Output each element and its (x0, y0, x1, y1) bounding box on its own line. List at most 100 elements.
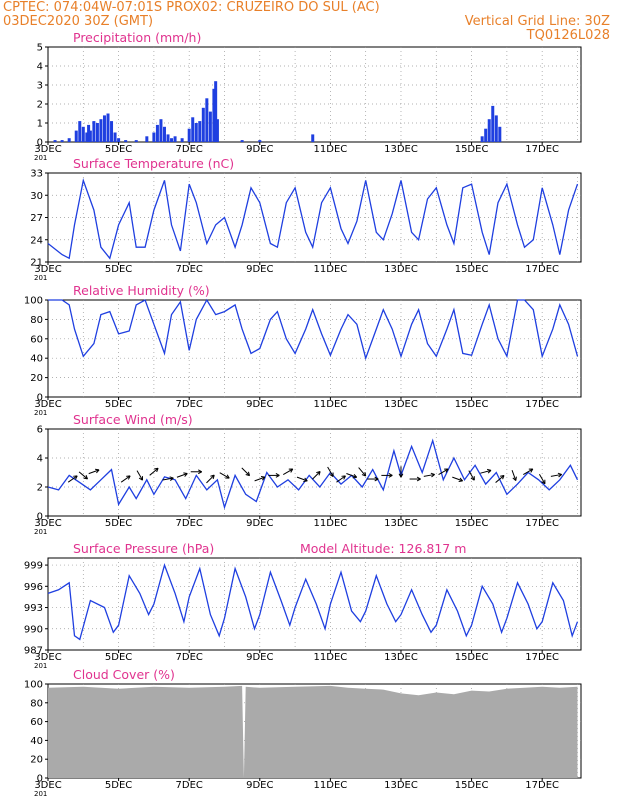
wind-arrow-shaft (283, 468, 294, 475)
precipitation-xtick-label: 17DEC (525, 144, 559, 155)
wind-arrow-shaft (468, 470, 475, 481)
precipitation-frame (47, 46, 582, 143)
cloud-xtick-label: 15DEC (455, 780, 489, 791)
pressure-xtick-label: 9DEC (246, 652, 273, 663)
temperature-xtick-label: 9DEC (246, 264, 273, 275)
precip-bar (180, 138, 184, 142)
precip-bar (212, 88, 216, 142)
wind-xtick-label: 9DEC (246, 518, 273, 529)
wind-arrow (358, 467, 367, 477)
humidity-ytick-label: 80 (30, 315, 43, 326)
precip-bar (170, 138, 174, 142)
wind-arrow-head (316, 471, 321, 476)
precip-bar (194, 123, 198, 142)
header-date: 03DEC2020 30Z (GMT) (3, 14, 154, 29)
precip-bar (74, 130, 78, 142)
wind-arrow (206, 474, 215, 484)
wind-arrow (190, 469, 202, 475)
wind-arrow-head (416, 476, 421, 482)
temperature-ytick-label: 21 (30, 258, 43, 269)
wind-arrow (381, 473, 393, 478)
wind-arrow (88, 468, 100, 475)
precip-bar (498, 126, 502, 142)
precipitation-ytick-label: 0 (37, 138, 43, 149)
wind-arrow (346, 473, 358, 479)
wind-xtick-label: 7DEC (176, 518, 203, 529)
wind-arrow (367, 476, 379, 482)
wind-arrow-shaft (120, 475, 131, 483)
wind-arrow (312, 471, 321, 480)
precip-bar (87, 124, 91, 142)
wind-arrow-head (183, 472, 188, 477)
precip-bar (99, 119, 103, 142)
wind-arrow-head (500, 474, 505, 480)
wind-panel (45, 428, 582, 519)
humidity-title: Relative Humidity (%) (73, 283, 210, 298)
wind-arrow-head (303, 477, 308, 483)
pressure-frame (47, 557, 582, 651)
cloud-xtick-label: 11DEC (314, 780, 348, 791)
temperature-xtick-label: 5DEC (105, 264, 132, 275)
wind-arrow (67, 475, 78, 483)
wind-arrow-shaft (523, 468, 534, 475)
pressure-ytick-label: 993 (24, 603, 43, 614)
precip-bar (155, 124, 159, 142)
wind-arrow (283, 468, 294, 475)
cloud-year-fragment: 201 (34, 790, 47, 798)
wind-ytick-label: 0 (37, 512, 43, 523)
cloud-ytick-label: 20 (30, 755, 43, 766)
cloud-xtick-label: 9DEC (246, 780, 273, 791)
humidity-ytick-label: 60 (30, 334, 43, 345)
wind-arrow-shaft (480, 469, 492, 474)
wind-arrow (538, 474, 546, 485)
precip-bar (67, 138, 71, 142)
wind-arrow (296, 476, 308, 483)
pressure-subtitle: Model Altitude: 126.817 m (300, 541, 466, 556)
humidity-line (48, 298, 579, 361)
header: CPTEC: 074:04W-07:01S PROX02: CRUZEIRO D… (0, 0, 618, 45)
wind-arrow (268, 473, 280, 478)
wind-arrow (452, 476, 464, 483)
wind-arrow-head (398, 473, 404, 478)
precipitation-xtick-label: 3DEC (34, 144, 61, 155)
wind-title: Surface Wind (m/s) (73, 412, 193, 427)
humidity-year-fragment: 201 (34, 409, 47, 417)
precipitation-ytick-label: 1 (37, 119, 43, 130)
wind-arrow (480, 468, 492, 474)
wind-arrow-head (374, 476, 379, 482)
precip-bar (240, 140, 244, 142)
wind-arrow-shaft (438, 468, 449, 475)
wind-xtick-label: 13DEC (384, 518, 418, 529)
precipitation-xtick-label: 5DEC (105, 144, 132, 155)
temperature-year-fragment: 201 (34, 274, 47, 282)
wind-arrow (423, 472, 435, 478)
precip-bar (487, 119, 491, 142)
wind-arrow (495, 474, 505, 483)
pressure-ytick-label: 999 (24, 561, 43, 572)
precipitation-xtick-label: 13DEC (384, 144, 418, 155)
precip-bar (201, 107, 205, 142)
temperature-line (47, 177, 579, 260)
wind-frame (47, 428, 582, 517)
humidity-panel (45, 298, 582, 400)
wind-arrow (336, 475, 346, 483)
cloud-xtick-label: 3DEC (34, 780, 61, 791)
wind-arrow-shaft (296, 476, 308, 482)
wind-arrow-shaft (550, 473, 562, 477)
wind-arrow-head (225, 474, 230, 479)
cloud-xtick-label: 17DEC (525, 780, 559, 791)
wind-arrow-head (361, 471, 367, 477)
wind-arrow-head (95, 468, 100, 474)
wind-arrow-shaft (346, 473, 357, 478)
temperature-xtick-label: 13DEC (384, 264, 418, 275)
precip-bar (208, 111, 212, 142)
precip-bar (60, 140, 64, 142)
wind-arrow (136, 470, 144, 481)
precip-bar (215, 119, 219, 142)
precipitation-year-fragment: 201 (34, 154, 47, 162)
precipitation-ytick-label: 5 (37, 43, 43, 54)
precipitation-ytick-label: 2 (37, 100, 43, 111)
wind-arrow-shaft (495, 475, 505, 483)
pressure-xtick-label: 13DEC (384, 652, 418, 663)
wind-arrow (254, 476, 266, 482)
